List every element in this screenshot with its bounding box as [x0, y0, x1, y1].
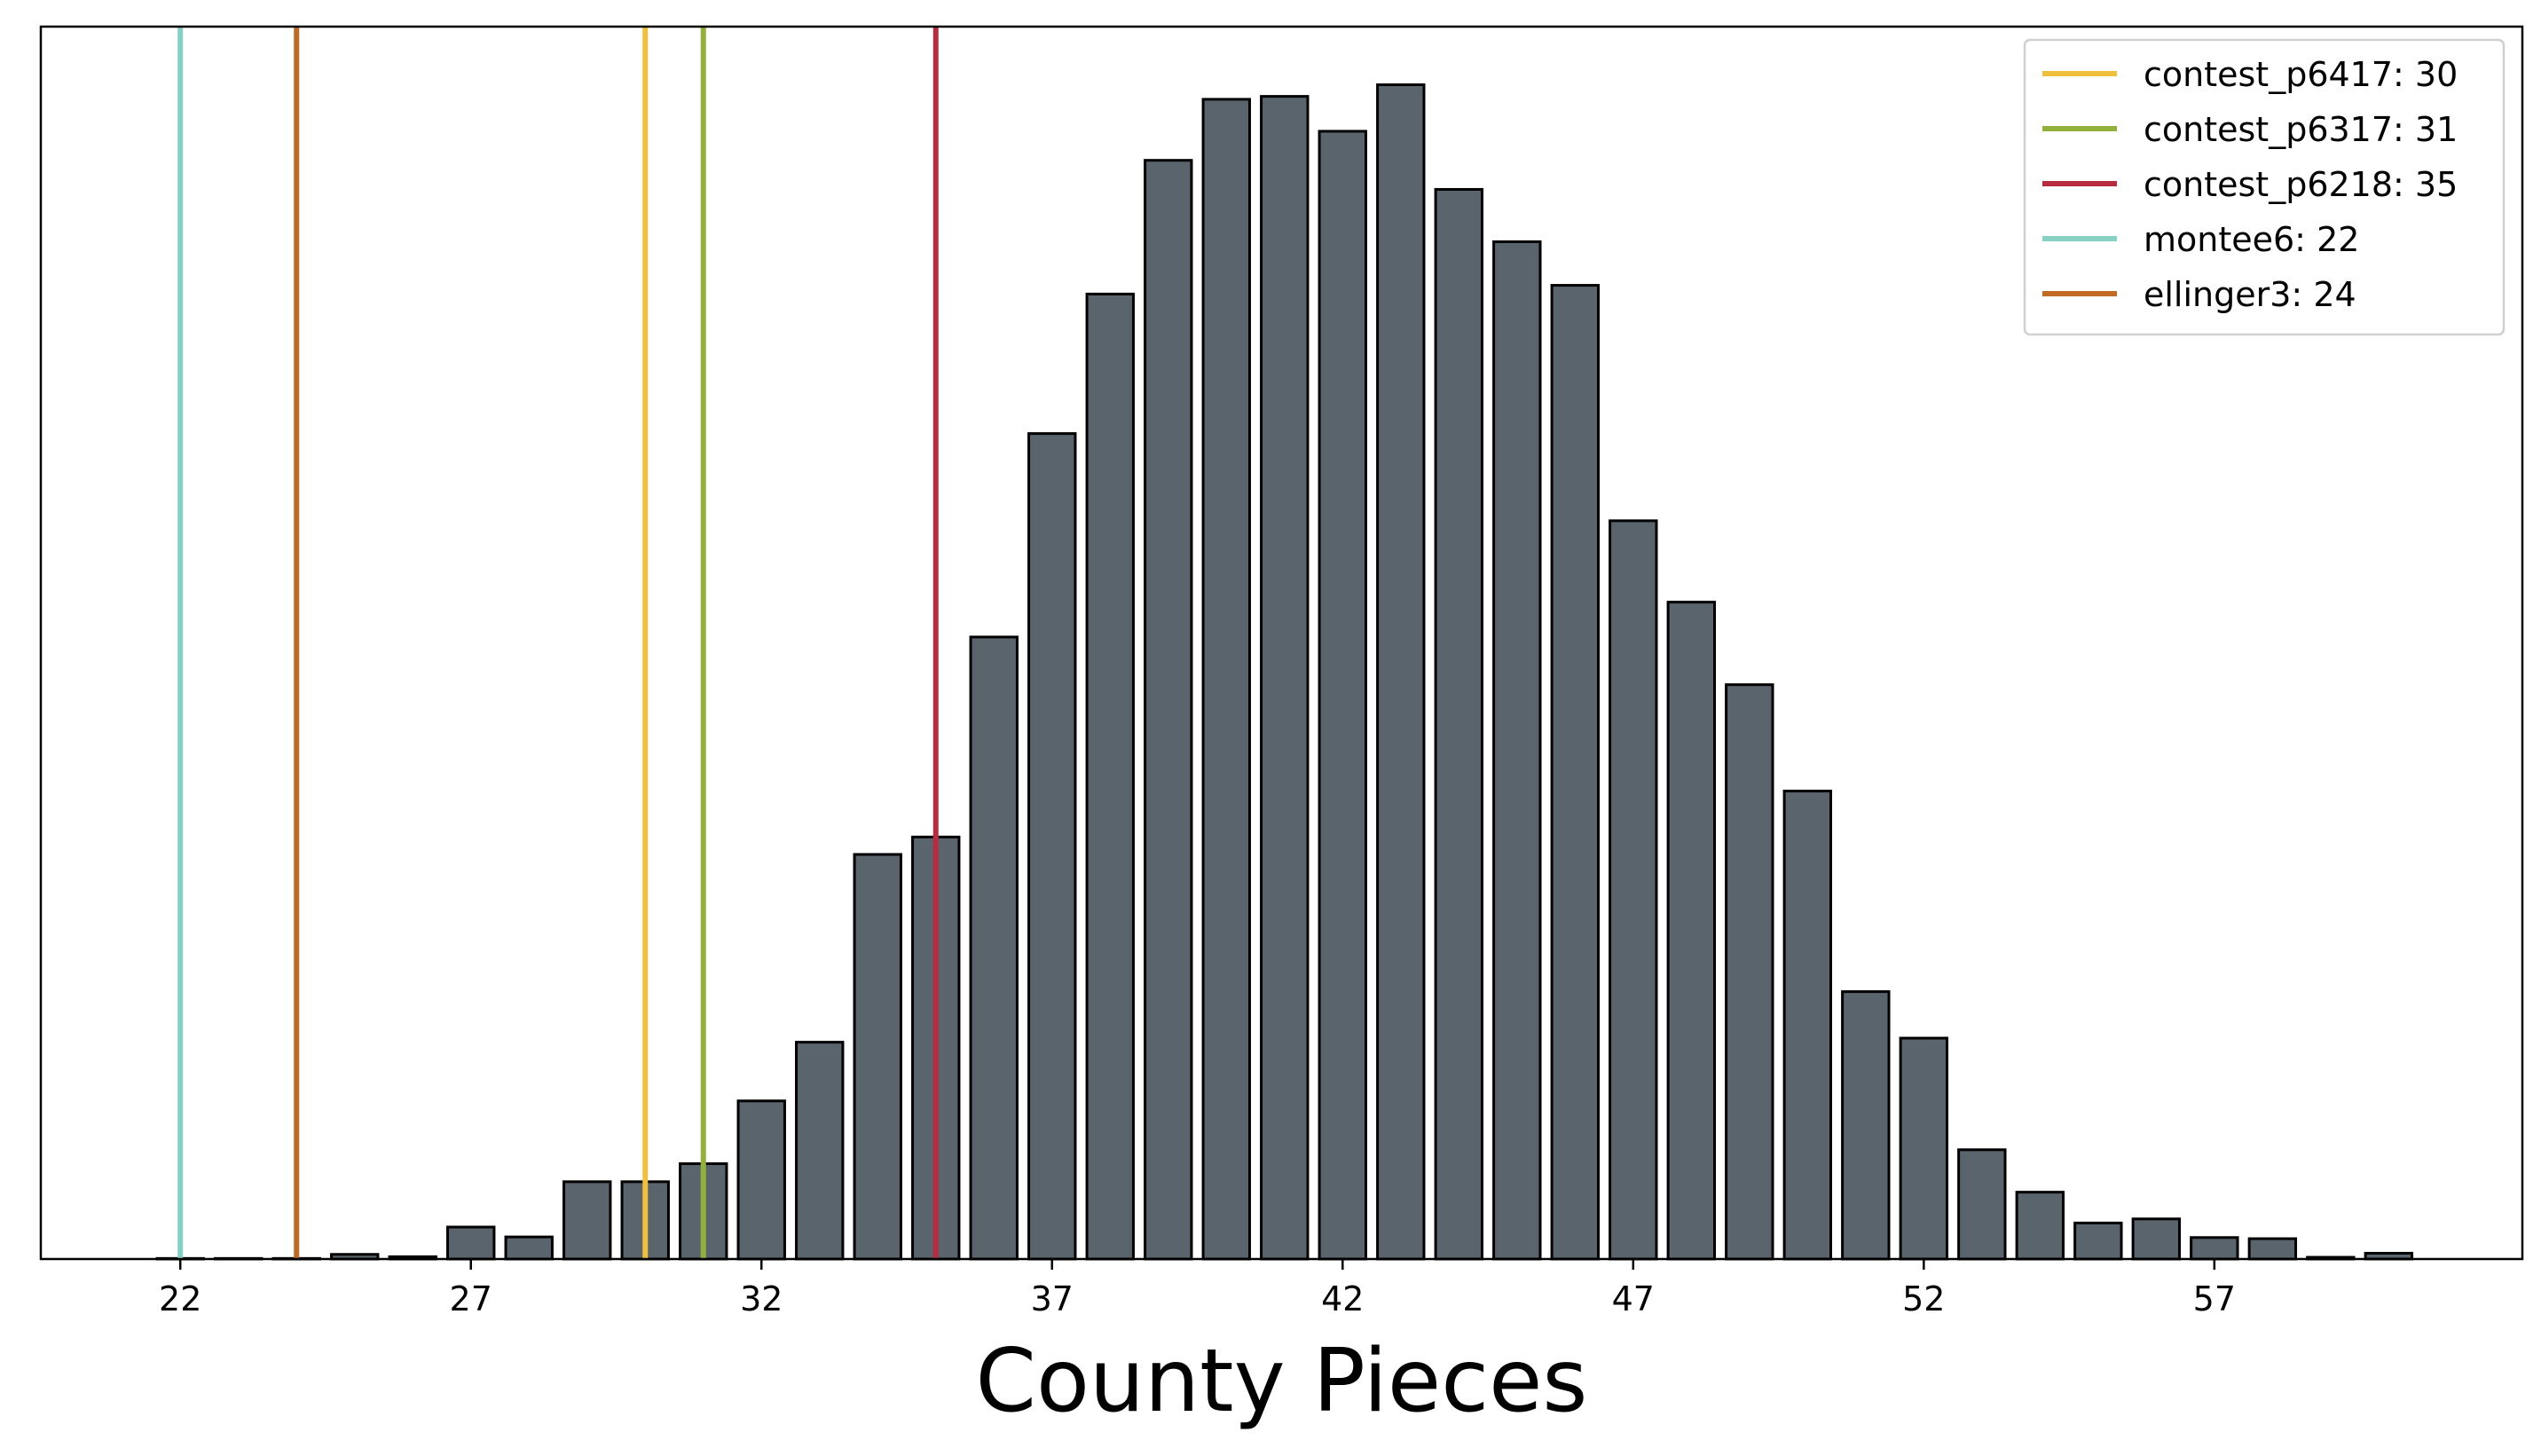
x-axis-title: County Pieces [976, 1331, 1588, 1432]
histogram-bar-27 [446, 1225, 496, 1261]
histogram-bar-40 [1201, 98, 1251, 1261]
histogram-bar-47 [1609, 519, 1658, 1261]
legend-box [2023, 38, 2506, 336]
x-tick-label-57: 57 [2193, 1279, 2236, 1318]
x-tick-label-22: 22 [159, 1279, 201, 1318]
x-tick-label-52: 52 [1902, 1279, 1945, 1318]
x-axis-ticks: 22 27 32 37 42 47 52 57 [159, 1259, 2236, 1318]
histogram-bar-54 [2015, 1191, 2065, 1261]
legend-label-0: contest_p6417: 30 [2144, 55, 2458, 94]
histogram-bar-45 [1492, 240, 1542, 1261]
histogram-bar-37 [1027, 432, 1077, 1261]
histogram-bar-38 [1085, 292, 1135, 1261]
histogram-bar-57 [2190, 1236, 2239, 1261]
plot-frame [39, 25, 2524, 1261]
legend-label-2: contest_p6218: 35 [2144, 165, 2458, 204]
histogram-bar-42 [1318, 130, 1367, 1261]
histogram-bar-43 [1376, 83, 1426, 1261]
histogram-bar-44 [1434, 187, 1483, 1261]
histogram-bar-48 [1666, 601, 1717, 1261]
histogram-bar-58 [2247, 1237, 2298, 1261]
histogram-bar-52 [1899, 1036, 1949, 1261]
histogram-bar-51 [1841, 990, 1891, 1261]
histogram-bar-49 [1725, 683, 1774, 1261]
legend: contest_p6417: 30 contest_p6317: 31 contes… [2023, 38, 2506, 336]
x-tick-label-27: 27 [450, 1279, 492, 1318]
x-tick-label-32: 32 [740, 1279, 783, 1318]
histogram-bar-53 [1957, 1148, 2007, 1261]
histogram-bar-50 [1782, 790, 1833, 1261]
histogram-bar-33 [795, 1041, 845, 1261]
histogram-bar-56 [2131, 1217, 2182, 1261]
legend-label-1: contest_p6317: 31 [2144, 110, 2458, 149]
legend-label-3: montee6: 22 [2144, 220, 2359, 259]
x-tick-label-47: 47 [1612, 1279, 1655, 1318]
histogram-bar-32 [736, 1099, 786, 1261]
histogram-bar-34 [853, 853, 902, 1261]
histogram-bar-39 [1144, 159, 1193, 1261]
x-tick-label-37: 37 [1031, 1279, 1074, 1318]
histogram-bar-28 [504, 1235, 554, 1261]
x-tick-label-42: 42 [1321, 1279, 1364, 1318]
histogram-bar-36 [969, 635, 1019, 1261]
reference-lines-group [177, 27, 939, 1259]
bars-group [155, 83, 2414, 1261]
legend-label-4: ellinger3: 24 [2144, 275, 2356, 314]
histogram-bar-41 [1260, 95, 1310, 1261]
histogram-bar-29 [562, 1180, 612, 1261]
histogram-bar-46 [1550, 284, 1600, 1261]
histogram-bar-55 [2073, 1221, 2123, 1261]
